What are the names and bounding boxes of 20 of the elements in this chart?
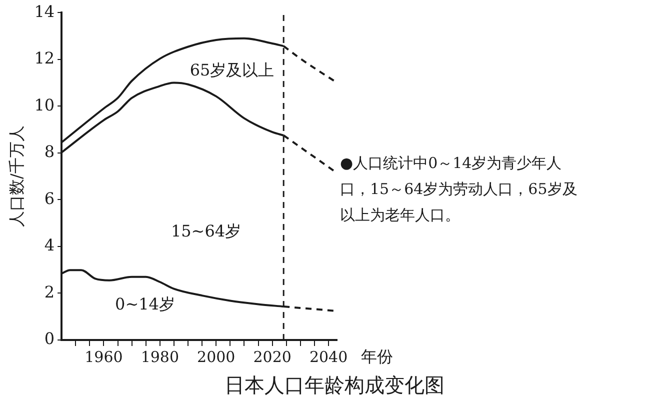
y-axis-title: 人口数/千万人 (6, 126, 26, 227)
y-tick-label: 10 (34, 95, 55, 114)
y-tick-label: 14 (34, 2, 55, 21)
y-tick-label: 2 (44, 282, 55, 302)
annotation: 0~14岁 (115, 294, 175, 316)
x-axis-title: 年份 (361, 347, 393, 366)
y-tick-label: 6 (44, 188, 55, 208)
y-tick-label: 8 (44, 142, 55, 162)
text: ●人口统计中0～14岁为青少年人口，15～64岁为劳动人口，65岁及以上为老年人口。 (340, 153, 578, 226)
x-tick-label: 2040 (309, 348, 348, 366)
x-tick-label: 2020 (253, 348, 292, 366)
x-tick-label: 1980 (140, 348, 180, 366)
annotation: 65岁及以上 (190, 60, 274, 82)
annotation: 15~64岁 (170, 222, 242, 242)
y-tick-label: 4 (44, 236, 55, 255)
x-tick-label: 1960 (84, 348, 123, 366)
y-tick-label: 0 (44, 329, 55, 348)
text: 日本人口年龄构成变化图 (224, 372, 446, 399)
x-tick-label: 2000 (197, 348, 236, 366)
y-tick-label: 12 (34, 48, 55, 68)
